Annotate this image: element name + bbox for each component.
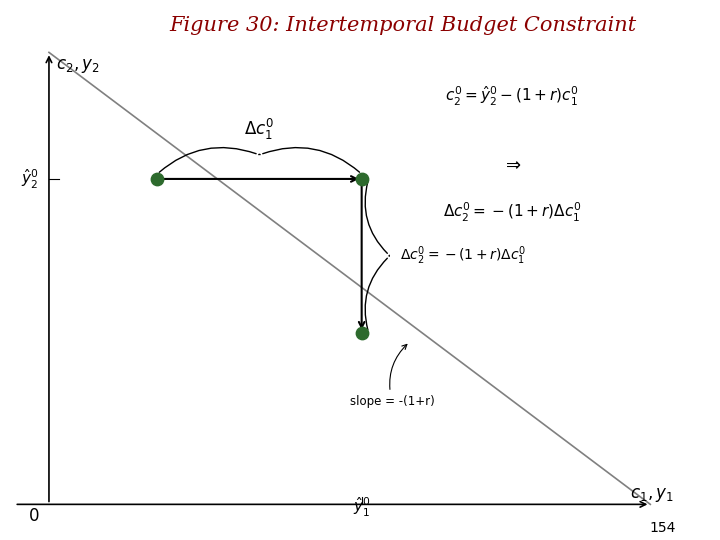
Text: $\Delta c_2^0 = -\left(1+r\right)\Delta c_1^0$: $\Delta c_2^0 = -\left(1+r\right)\Delta … — [443, 201, 581, 224]
Text: $0$: $0$ — [28, 507, 40, 525]
Text: $\hat{y}_1^0$: $\hat{y}_1^0$ — [353, 496, 371, 519]
Text: slope = -(1+r): slope = -(1+r) — [350, 345, 434, 408]
Text: $c_2^0 = \hat{y}_2^0 - \left(1+r\right)c_1^0$: $c_2^0 = \hat{y}_2^0 - \left(1+r\right)c… — [445, 84, 579, 108]
Text: 154: 154 — [649, 521, 675, 535]
Point — [356, 328, 367, 337]
Text: Figure 30: Intertemporal Budget Constraint: Figure 30: Intertemporal Budget Constrai… — [170, 16, 636, 35]
Point — [151, 174, 163, 183]
Text: $c_1, y_1$: $c_1, y_1$ — [629, 485, 673, 504]
Text: $c_2, y_2$: $c_2, y_2$ — [56, 57, 99, 75]
Text: $\Rightarrow$: $\Rightarrow$ — [503, 155, 522, 173]
Text: $\Delta c_2^0 = -(1+r)\Delta c_1^0$: $\Delta c_2^0 = -(1+r)\Delta c_1^0$ — [400, 245, 526, 267]
Text: $\Delta c_1^0$: $\Delta c_1^0$ — [245, 117, 274, 143]
Text: $\hat{y}_2^0$: $\hat{y}_2^0$ — [22, 167, 39, 191]
Point — [356, 174, 367, 183]
